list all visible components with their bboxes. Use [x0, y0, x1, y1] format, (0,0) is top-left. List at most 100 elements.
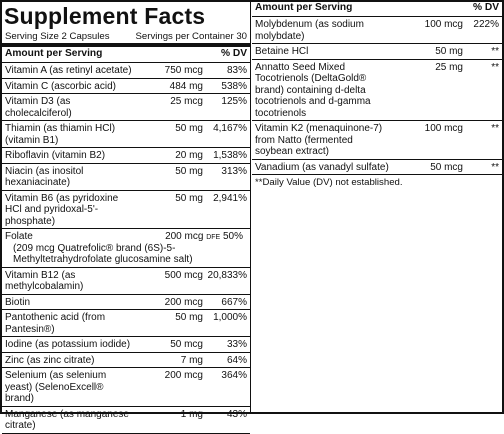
nutrient-amount: 500 mcg — [164, 269, 203, 281]
nutrient-row: Vanadium (as vanadyl sulfate) 50 mcg ** — [252, 160, 502, 175]
nutrient-name: Vitamin C (ascorbic acid) — [5, 80, 116, 92]
panel-title: Supplement Facts — [4, 3, 206, 29]
nutrient-row: Thiamin (as thiamin HCl) (vitamin B1) 50 … — [2, 121, 250, 148]
nutrient-name: Betaine HCl — [255, 46, 309, 57]
nutrient-row: Zinc (as zinc citrate) 7 mg 64% — [2, 353, 250, 368]
nutrient-dv: 538% — [221, 80, 247, 92]
nutrient-amount: 50 mg — [175, 165, 203, 177]
nutrient-row: Vitamin C (ascorbic acid) 484 mg 538% — [2, 79, 250, 94]
nutrient-name: Riboflavin (vitamin B2) — [5, 150, 106, 161]
nutrient-row: Vitamin B12 (as methylcobalamin) 500 mcg 2… — [2, 268, 250, 295]
nutrient-row: Betaine HCl 50 mg ** — [252, 44, 502, 60]
nutrient-dv: 33% — [226, 339, 247, 350]
nutrient-dv: 1,000% — [213, 312, 247, 323]
serving-size: Serving Size 2 Capsules — [5, 31, 110, 42]
nutrient-dv: ** — [491, 123, 499, 134]
nutrient-name: Iodine (as potassium iodide) — [5, 339, 131, 350]
folate-row: Folate 200 mcg DFE 50% (209 mcg Quatrefoli… — [2, 229, 250, 268]
nutrient-dv: 50% — [220, 231, 243, 242]
nutrient-amount: 50 mg — [175, 192, 203, 204]
nutrient-row: Pantothenic acid (from Pantesin®) 50 mg 1,… — [2, 310, 250, 337]
nutrient-dv: ** — [491, 46, 499, 57]
nutrient-amount: 1 mg — [180, 408, 203, 420]
nutrient-amount: 25 mcg — [170, 96, 203, 107]
nutrient-row: Annatto Seed Mixed Tocotrienols (DeltaGo… — [252, 60, 502, 121]
nutrient-row: Biotin 200 mcg 667% — [2, 295, 250, 310]
supplement-facts-panel — [0, 0, 504, 414]
nutrient-amount: 20 mg — [175, 150, 203, 161]
nutrient-amount: 50 mg — [175, 123, 203, 134]
left-column: Supplement Facts Serving Size 2 Capsules… — [2, 2, 251, 434]
nutrient-amount: 50 mcg — [430, 161, 463, 173]
folate-block: Folate 200 mcg DFE 50% (209 mcg Quatrefoli… — [5, 231, 247, 266]
nutrient-dv: 43% — [226, 408, 247, 420]
nutrient-name: Vitamin B6 (as pyridoxine HCl and pyrido… — [5, 192, 119, 227]
nutrient-name: Pantothenic acid (from Pantesin®) — [5, 312, 106, 335]
nutrient-name: Selenium (as selenium yeast) (SelenoExce… — [5, 370, 107, 404]
footnote: **Daily Value (DV) not established. — [255, 177, 403, 188]
nutrient-name: Vanadium (as vanadyl sulfate) — [255, 161, 389, 173]
nutrient-name: Folate — [5, 231, 33, 242]
unit-tag: DFE — [206, 234, 221, 241]
right-column: Amount per Serving % DV Molybdenum (as s… — [252, 2, 502, 192]
nutrient-amount: 7 mg — [180, 354, 203, 366]
nutrient-amount: 200 mcg — [165, 231, 207, 242]
nutrient-name: Zinc (as zinc citrate) — [5, 354, 95, 366]
nutrient-amount: 100 mcg — [424, 19, 463, 30]
nutrient-name: Biotin — [5, 296, 31, 308]
header-dv: % DV — [220, 48, 247, 59]
nutrient-name: Thiamin (as thiamin HCl) (vitamin B1) — [5, 123, 116, 146]
nutrient-amount: 200 mcg — [164, 370, 203, 381]
folate-line: Folate 200 mcg DFE 50% — [5, 231, 243, 243]
header-amount: Amount per Serving — [5, 48, 103, 59]
nutrient-row: Vitamin D3 (as cholecalciferol) 25 mcg 125… — [2, 94, 250, 121]
nutrient-row: Selenium (as selenium yeast) (SelenoExce… — [2, 368, 250, 407]
nutrient-dv: ** — [491, 61, 499, 73]
nutrient-row: Niacin (as inositol hexaniacinate) 50 mg 3… — [2, 164, 250, 191]
nutrient-amount: 50 mg — [175, 312, 203, 323]
nutrient-dv: 2,941% — [213, 192, 247, 204]
thick-divider — [2, 43, 250, 47]
nutrient-name: Vitamin A (as retinyl acetate) — [5, 65, 132, 76]
column-header: Amount per Serving % DV — [2, 47, 250, 62]
nutrient-amount: 750 mcg — [164, 65, 203, 76]
nutrient-amount: 50 mcg — [170, 339, 203, 350]
nutrient-amount: 484 mg — [169, 80, 203, 92]
nutrient-dv: 83% — [226, 65, 247, 76]
header-rule-right — [252, 16, 502, 17]
nutrient-row: Molybdenum (as sodium molybdate) 100 mcg 2… — [252, 17, 502, 44]
right-rows: Molybdenum (as sodium molybdate) 100 mcg 2… — [252, 17, 502, 175]
nutrient-amount: 50 mg — [435, 46, 463, 57]
left-rows: Vitamin A (as retinyl acetate) 750 mcg 83%… — [2, 63, 250, 434]
nutrient-row: Vitamin B6 (as pyridoxine HCl and pyrido… — [2, 191, 250, 229]
nutrient-dv: 125% — [221, 96, 247, 107]
nutrient-amount: 200 mcg — [164, 296, 203, 308]
nutrient-name: Vitamin K2 (menaquinone-7) from Natto (f… — [255, 123, 383, 157]
nutrient-row: Riboflavin (vitamin B2) 20 mg 1,538% — [2, 148, 250, 164]
nutrient-dv: 364% — [221, 370, 247, 381]
header-amount: Amount per Serving — [255, 2, 353, 13]
nutrient-dv: 4,167% — [213, 123, 247, 134]
nutrient-name: Annatto Seed Mixed Tocotrienols (DeltaGo… — [255, 61, 371, 119]
nutrient-row: Iodine (as potassium iodide) 50 mcg 33% — [2, 337, 250, 353]
folate-detail: (209 mcg Quatrefolic® brand (6S)-5-Methy… — [13, 242, 193, 266]
nutrient-name: Vitamin B12 (as methylcobalamin) — [5, 269, 84, 293]
header-rule — [2, 62, 250, 63]
nutrient-name: Molybdenum (as sodium molybdate) — [255, 19, 364, 42]
nutrient-amount: 25 mg — [435, 61, 463, 73]
nutrient-row: Vitamin A (as retinyl acetate) 750 mcg 83% — [2, 63, 250, 79]
header-dv: % DV — [472, 2, 499, 13]
column-header-right: Amount per Serving % DV — [252, 2, 502, 16]
nutrient-dv: 1,538% — [213, 150, 247, 161]
nutrient-amount: 100 mcg — [424, 123, 463, 134]
nutrient-row: Manganese (as manganese citrate) 1 mg 43% — [2, 407, 250, 434]
nutrient-dv: 20,833% — [207, 269, 247, 281]
nutrient-dv: 313% — [221, 165, 247, 177]
nutrient-dv: 667% — [221, 296, 247, 308]
nutrient-row: Vitamin K2 (menaquinone-7) from Natto (f… — [252, 121, 502, 160]
serving-info: Serving Size 2 Capsules Servings per Con… — [2, 31, 250, 43]
nutrient-name: Manganese (as manganese citrate) — [5, 408, 129, 432]
nutrient-dv: ** — [491, 161, 499, 173]
nutrient-name: Niacin (as inositol hexaniacinate) — [5, 165, 84, 189]
nutrient-dv: 222% — [473, 19, 499, 30]
